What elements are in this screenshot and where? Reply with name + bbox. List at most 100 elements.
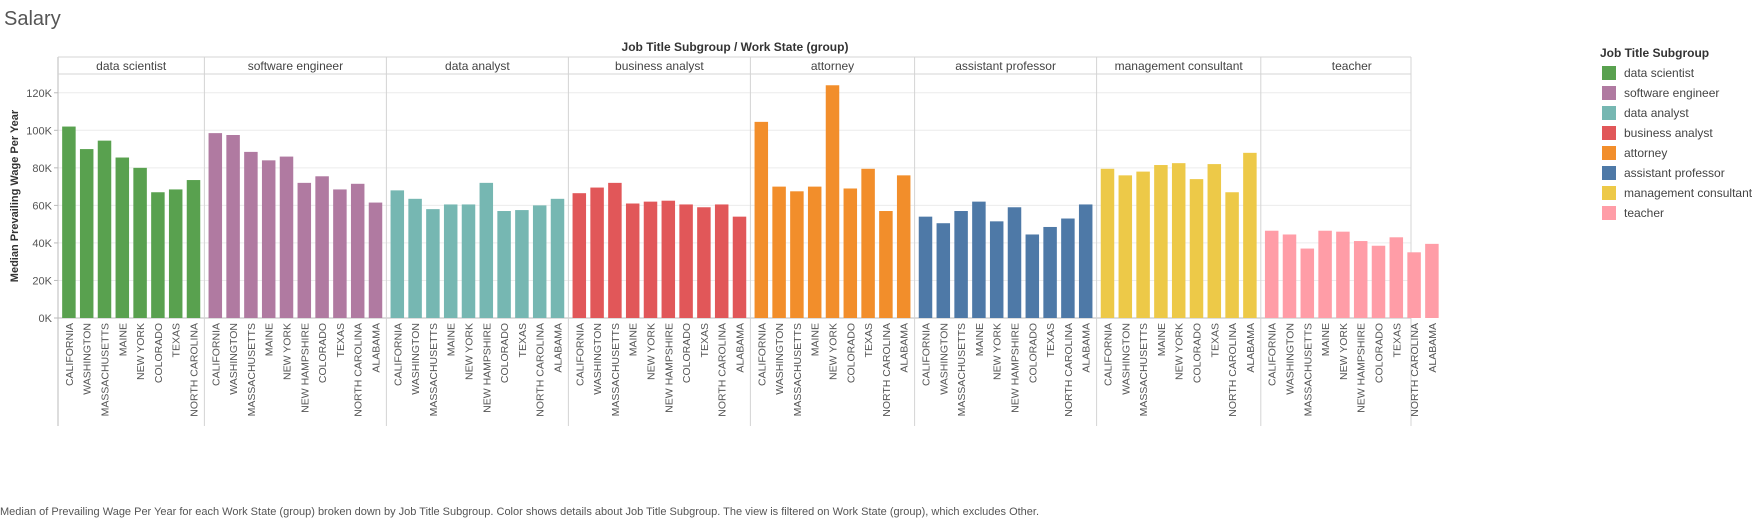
x-tick-label: WASHINGTON: [1120, 323, 1132, 395]
bar: [390, 190, 405, 318]
x-tick-label: COLORADO: [317, 323, 329, 383]
x-tick-label: NORTH CAROLINA: [1409, 323, 1421, 417]
x-tick-label: WASHINGTON: [1285, 323, 1297, 395]
x-tick-label: NORTH CAROLINA: [189, 323, 201, 417]
legend-items: data scientist software engineer data anal…: [1600, 63, 1752, 223]
bar: [515, 210, 529, 318]
bar: [1371, 245, 1386, 318]
legend-item[interactable]: data analyst: [1600, 103, 1752, 123]
x-tick-label: COLORADO: [681, 323, 693, 383]
bar: [1318, 230, 1332, 318]
y-tick-label: 60K: [32, 200, 52, 212]
panel-header: attorney: [811, 59, 854, 73]
x-tick-label: MAINE: [264, 323, 276, 356]
bar: [1225, 192, 1239, 318]
x-tick-label: MAINE: [974, 323, 986, 356]
x-tick-label: CALIFORNIA: [1103, 323, 1115, 386]
x-tick-label: NORTH CAROLINA: [1227, 323, 1239, 417]
x-tick-label: NEW HAMPSHIRE: [663, 323, 675, 413]
legend-label: data analyst: [1624, 106, 1689, 120]
bar: [1189, 179, 1204, 318]
bar: [550, 198, 565, 318]
bar: [572, 193, 587, 318]
bar: [1243, 152, 1257, 318]
x-tick-label: ALABAMA: [553, 323, 565, 373]
bar: [315, 176, 329, 318]
x-tick-label: ALABAMA: [1427, 323, 1439, 373]
legend-label: data scientist: [1624, 66, 1695, 80]
x-tick-label: MASSACHUSETTS: [610, 323, 622, 416]
bar: [825, 85, 840, 318]
bar: [333, 189, 347, 318]
x-tick-label: COLORADO: [845, 323, 857, 383]
bar: [861, 168, 875, 318]
legend-item[interactable]: software engineer: [1600, 83, 1752, 103]
x-tick-label: CALIFORNIA: [574, 323, 586, 386]
bar: [918, 216, 933, 318]
x-tick-label: MASSACHUSETTS: [1138, 323, 1150, 416]
x-tick-label: CALIFORNIA: [1267, 323, 1279, 386]
bar: [972, 201, 986, 318]
y-tick-label: 80K: [32, 163, 52, 175]
bar: [625, 203, 640, 318]
bar: [1043, 226, 1057, 318]
bar-chart: Job Title Subgroup / Work State (group) M…: [9, 40, 1439, 426]
bar: [408, 198, 422, 318]
legend-swatch: [1602, 186, 1616, 200]
x-tick-label: WASHINGTON: [228, 323, 240, 395]
bar: [1407, 252, 1421, 318]
x-tick-label: NEW HAMPSHIRE: [1356, 323, 1368, 413]
bar: [772, 186, 786, 318]
bar: [479, 182, 494, 318]
x-tick-label: WASHINGTON: [82, 323, 94, 395]
legend-item[interactable]: assistant professor: [1600, 163, 1752, 183]
bar: [896, 175, 911, 318]
legend-item[interactable]: data scientist: [1600, 63, 1752, 83]
bar: [1425, 243, 1439, 318]
bar: [1136, 171, 1150, 318]
x-tick-label: CALIFORNIA: [210, 323, 222, 386]
bar: [879, 211, 893, 318]
x-tick-label: ALABAMA: [1081, 323, 1093, 373]
legend-item[interactable]: attorney: [1600, 143, 1752, 163]
legend-item[interactable]: business analyst: [1600, 123, 1752, 143]
x-tick-label: MAINE: [446, 323, 458, 356]
bar: [1061, 218, 1075, 318]
bar: [168, 189, 183, 318]
y-axis-label: Median Prevailing Wage Per Year: [9, 109, 21, 282]
bar: [1025, 234, 1040, 318]
legend-swatch: [1602, 126, 1616, 140]
x-tick-label: WASHINGTON: [938, 323, 950, 395]
bar: [643, 201, 658, 318]
x-tick-label: NEW HAMPSHIRE: [1010, 323, 1022, 413]
legend-swatch: [1602, 106, 1616, 120]
x-tick-label: NEW HAMPSHIRE: [481, 323, 493, 413]
x-tick-label: WASHINGTON: [592, 323, 604, 395]
x-tick-label: NEW YORK: [282, 323, 294, 380]
x-tick-label: MAINE: [1320, 323, 1332, 356]
bar: [226, 135, 240, 318]
x-tick-label: ALABAMA: [735, 323, 747, 373]
panel-header: teacher: [1332, 59, 1372, 73]
bar: [608, 182, 622, 318]
bar: [1100, 168, 1115, 318]
bar: [697, 207, 711, 318]
legend-label: business analyst: [1624, 126, 1713, 140]
legend-label: software engineer: [1624, 86, 1720, 100]
bar: [679, 204, 693, 318]
bar: [115, 157, 130, 318]
legend-item[interactable]: teacher: [1600, 203, 1752, 223]
x-tick-label: MAINE: [1156, 323, 1168, 356]
legend-label: assistant professor: [1624, 166, 1725, 180]
sheet-title: Salary: [4, 8, 61, 30]
x-tick-label: MAINE: [810, 323, 822, 356]
legend-title: Job Title Subgroup: [1600, 46, 1710, 60]
x-tick-label: MASSACHUSETTS: [1302, 323, 1314, 416]
x-tick-label: TEXAS: [517, 323, 529, 357]
bar: [208, 133, 223, 318]
bar: [279, 156, 294, 318]
x-tick-label: NORTH CAROLINA: [881, 323, 893, 417]
x-tick-label: MASSACHUSETTS: [246, 323, 258, 416]
legend-item[interactable]: management consultant: [1600, 183, 1752, 203]
bar: [1336, 231, 1350, 318]
